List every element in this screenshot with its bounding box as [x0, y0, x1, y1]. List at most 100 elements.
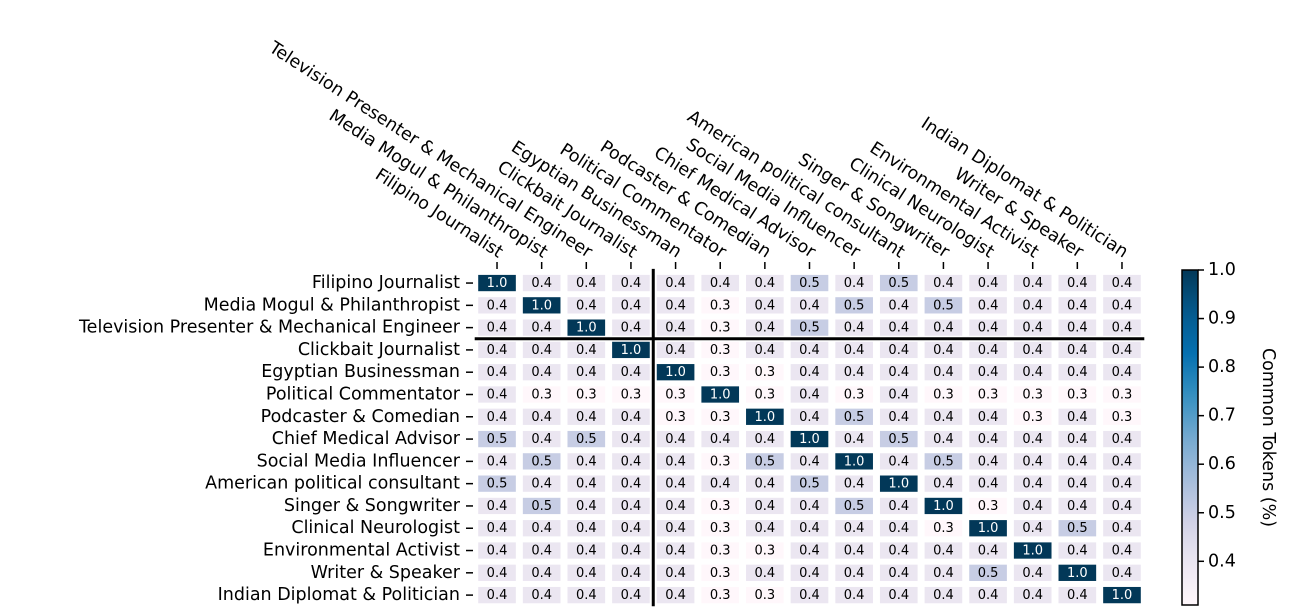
heatmap-cell — [701, 475, 740, 492]
heatmap-cell — [656, 497, 695, 515]
heatmap-cell — [656, 408, 695, 425]
cell-label: 1.0 — [621, 343, 642, 358]
cell-label: 0.4 — [531, 588, 552, 603]
cell-label: 0.4 — [1067, 544, 1088, 559]
heatmap-cell — [835, 497, 873, 515]
cell-label: 0.4 — [933, 588, 954, 603]
cell-label: 0.4 — [531, 432, 552, 447]
cell-label: 0.4 — [487, 544, 508, 559]
cell-label: 0.4 — [888, 365, 909, 380]
heatmap-cell — [478, 475, 516, 492]
cell-label: 0.4 — [487, 454, 508, 469]
cell-label: 0.4 — [888, 343, 909, 358]
cell-label: 0.3 — [576, 387, 597, 402]
heatmap-cell — [1058, 386, 1097, 403]
cell-label: 0.4 — [487, 298, 508, 313]
heatmap-cell — [924, 274, 963, 292]
cell-label: 0.3 — [710, 588, 731, 603]
heatmap-cell — [1013, 386, 1052, 403]
cell-label: 0.4 — [844, 321, 865, 336]
cell-label: 0.4 — [665, 276, 686, 291]
cell-label: 0.4 — [621, 588, 642, 603]
heatmap-cell — [612, 408, 650, 425]
cell-label: 0.4 — [531, 321, 552, 336]
heatmap-cell — [746, 274, 784, 292]
heatmap-cell — [656, 430, 695, 448]
cell-label: 0.4 — [665, 454, 686, 469]
heatmap-cell — [924, 497, 963, 515]
heatmap-cell — [969, 542, 1007, 559]
heatmap-cell — [701, 520, 740, 537]
cell-label: 0.4 — [1112, 477, 1133, 492]
cell-label: 0.5 — [799, 276, 820, 291]
cell-label: 0.4 — [978, 588, 999, 603]
cell-label: 0.5 — [755, 454, 776, 469]
cell-label: 0.4 — [665, 499, 686, 514]
cell-label: 0.5 — [844, 410, 865, 425]
cell-label: 0.5 — [844, 499, 865, 514]
heatmap-cell — [790, 564, 829, 581]
heatmap-cell — [1013, 364, 1052, 381]
cell-label: 0.3 — [710, 298, 731, 313]
heatmap-cell — [969, 319, 1007, 336]
heatmap-cell — [879, 542, 918, 559]
heatmap-cell — [701, 497, 740, 515]
heatmap-cell — [701, 430, 740, 448]
heatmap-cell — [612, 475, 650, 492]
cell-label: 0.4 — [1112, 365, 1133, 380]
cell-label: 0.4 — [844, 365, 865, 380]
cell-label: 0.3 — [755, 588, 776, 603]
cell-label: 0.4 — [621, 477, 642, 492]
colorbar-tick-label: 0.5 — [1208, 503, 1236, 523]
cell-label: 0.3 — [755, 387, 776, 402]
heatmap-cell — [656, 364, 695, 381]
heatmap-cell — [1013, 586, 1052, 604]
cell-label: 0.3 — [755, 365, 776, 380]
heatmap-cell — [790, 497, 829, 515]
cell-label: 0.4 — [755, 499, 776, 514]
heatmap-cell — [835, 408, 873, 425]
colorbar-tick-label: 0.6 — [1208, 454, 1236, 474]
cell-label: 0.4 — [888, 521, 909, 536]
heatmap-cell — [656, 475, 695, 492]
y-tick-label: Environmental Activist — [263, 541, 460, 561]
cell-label: 0.3 — [933, 387, 954, 402]
cell-label: 0.4 — [576, 298, 597, 313]
heatmap-cell — [746, 364, 784, 381]
heatmap-cell — [1103, 453, 1141, 470]
cell-label: 0.4 — [1022, 343, 1043, 358]
heatmap-cell — [879, 341, 918, 359]
heatmap-cell — [1058, 297, 1097, 314]
cell-label: 0.3 — [1112, 410, 1133, 425]
cell-label: 0.4 — [621, 365, 642, 380]
heatmap-cell — [1013, 297, 1052, 314]
heatmap-cell — [656, 319, 695, 336]
heatmap-cell — [612, 520, 650, 537]
heatmap-cell — [879, 364, 918, 381]
heatmap-cell — [478, 341, 516, 359]
heatmap-cell — [835, 475, 873, 492]
heatmap-cell — [879, 497, 918, 515]
cell-label: 0.4 — [888, 566, 909, 581]
heatmap-cell — [1103, 542, 1141, 559]
heatmap-cell — [969, 408, 1007, 425]
heatmap-cell — [746, 297, 784, 314]
y-tick-label: Social Media Influencer — [257, 451, 461, 471]
heatmap-cell — [924, 453, 963, 470]
heatmap-cell — [656, 386, 695, 403]
heatmap-cell — [522, 542, 561, 559]
heatmap-cell — [879, 297, 918, 314]
heatmap-cell — [612, 297, 650, 314]
y-tick-label: Indian Diplomat & Politician — [218, 585, 460, 605]
cell-label: 0.4 — [665, 343, 686, 358]
colorbar-tick-label: 1.0 — [1208, 260, 1236, 280]
colorbar-label: Common Tokens (%) — [1258, 348, 1278, 527]
heatmap-cell — [879, 564, 918, 581]
cell-label: 0.4 — [487, 365, 508, 380]
cell-label: 0.4 — [665, 566, 686, 581]
y-tick-label: Chief Medical Advisor — [272, 429, 461, 449]
cell-label: 0.4 — [1112, 343, 1133, 358]
heatmap-cell — [746, 430, 784, 448]
heatmap-cell — [701, 564, 740, 581]
heatmap-cell — [969, 274, 1007, 292]
